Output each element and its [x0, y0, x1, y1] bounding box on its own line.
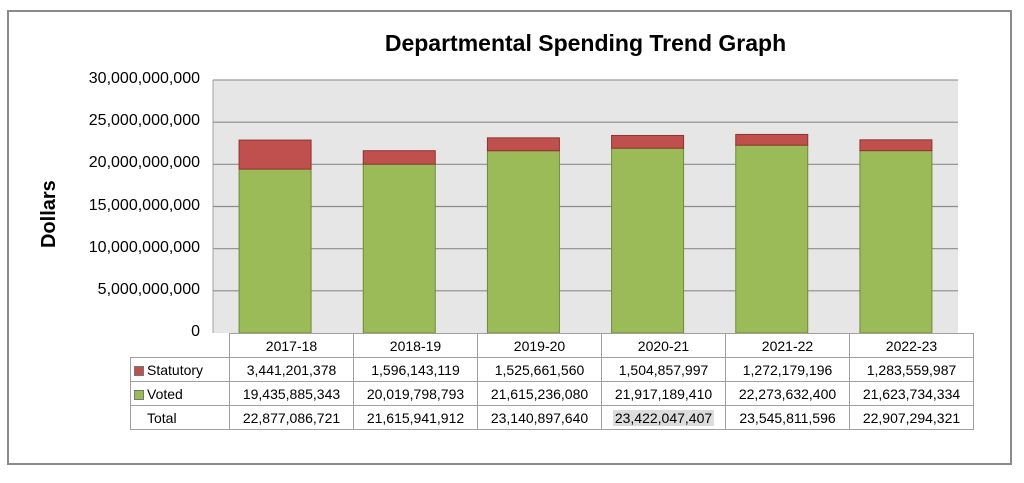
legend-label: Voted: [147, 385, 183, 402]
table-cell-highlighted: 23,422,047,407: [601, 405, 726, 430]
category-label: 2021-22: [725, 333, 850, 358]
table-cell: 21,615,941,912: [353, 405, 478, 430]
table-cell: 22,907,294,321: [849, 405, 974, 430]
bar-statutory: [238, 139, 312, 170]
category-label: 2017-18: [229, 333, 354, 358]
data-table: 2017-18 2018-19 2019-20 2020-21 2021-22 …: [130, 333, 974, 430]
legend-swatch-statutory: [134, 365, 144, 376]
y-tick-label: 25,000,000,000: [88, 112, 200, 130]
y-tick-label: 20,000,000,000: [88, 154, 200, 172]
bar-statutory: [859, 139, 933, 152]
table-cell: 21,623,734,334: [849, 381, 974, 406]
table-row-voted: Voted 19,435,885,343 20,019,798,793 21,6…: [130, 381, 974, 406]
bar-voted: [611, 147, 685, 334]
bar-statutory: [735, 133, 809, 146]
bar-statutory: [362, 150, 436, 165]
total-label: Total: [130, 405, 230, 430]
bar-voted: [238, 168, 312, 334]
bar-voted: [859, 150, 933, 334]
table-cell: 20,019,798,793: [353, 381, 478, 406]
category-label: 2022-23: [849, 333, 974, 358]
bar-statutory: [611, 134, 685, 149]
table-cell: 22,877,086,721: [229, 405, 354, 430]
category-label: 2018-19: [353, 333, 478, 358]
bar-voted: [486, 150, 560, 334]
legend-voted: Voted: [130, 381, 230, 406]
category-label: 2019-20: [477, 333, 602, 358]
table-row-total: Total 22,877,086,721 21,615,941,912 23,1…: [130, 405, 974, 430]
table-cell: 23,140,897,640: [477, 405, 602, 430]
y-tick-label: 10,000,000,000: [88, 238, 200, 256]
y-tick-label: 15,000,000,000: [88, 196, 200, 214]
table-cell: 1,283,559,987: [849, 357, 974, 382]
table-cell: 1,504,857,997: [601, 357, 726, 382]
table-cell: 3,441,201,378: [229, 357, 354, 382]
y-tick-label: 0: [191, 323, 200, 340]
category-label: 2020-21: [601, 333, 726, 358]
bar-statutory: [486, 137, 560, 152]
legend-statutory: Statutory: [130, 357, 230, 382]
bar-voted: [362, 163, 436, 334]
table-cell: 21,917,189,410: [601, 381, 726, 406]
table-cell: 1,272,179,196: [725, 357, 850, 382]
bar-voted: [735, 144, 809, 334]
legend-label: Statutory: [147, 361, 204, 378]
table-header-row: 2017-18 2018-19 2019-20 2020-21 2021-22 …: [130, 333, 974, 358]
table-cell: 21,615,236,080: [477, 381, 602, 406]
table-cell: 1,525,661,560: [477, 357, 602, 382]
table-cell: 22,273,632,400: [725, 381, 850, 406]
table-corner: [130, 333, 230, 358]
chart-title: Departmental Spending Trend Graph: [384, 30, 787, 56]
table-cell: 19,435,885,343: [229, 381, 354, 406]
table-cell: 23,545,811,596: [725, 405, 850, 430]
y-tick-label: 5,000,000,000: [97, 280, 200, 298]
y-tick-label: 30,000,000,000: [88, 70, 200, 87]
highlighted-value: 23,422,047,407: [612, 409, 715, 426]
legend-swatch-voted: [134, 389, 144, 400]
table-cell: 1,596,143,119: [353, 357, 478, 382]
table-row-statutory: Statutory 3,441,201,378 1,596,143,119 1,…: [130, 357, 974, 382]
